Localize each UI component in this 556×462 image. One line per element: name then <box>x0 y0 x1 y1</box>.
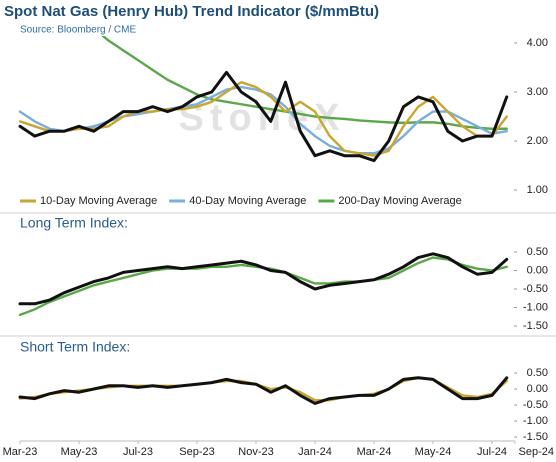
x-tick-label: Nov-23 <box>238 446 273 458</box>
y-tick-label: 3.00 <box>527 86 548 98</box>
series-line <box>18 376 509 405</box>
panel-title: Long Term Index: <box>20 215 128 231</box>
x-tick-label: Sep-23 <box>179 446 214 458</box>
plot-area <box>18 376 509 405</box>
panel-title: Spot Nat Gas (Henry Hub) Trend Indicator… <box>4 3 379 20</box>
y-tick-label: 0.00 <box>527 264 548 276</box>
plot-area <box>18 36 509 163</box>
x-tick-label: Mar-23 <box>3 446 38 458</box>
y-tick-label: -1.00 <box>523 301 548 313</box>
y-tick-label: 4.00 <box>527 37 548 49</box>
y-tick-label: 2.00 <box>527 135 548 147</box>
panel-title: Short Term Index: <box>20 339 130 355</box>
y-tick-label: 0.00 <box>527 383 548 395</box>
series-line <box>18 70 509 163</box>
series-line <box>101 36 508 130</box>
legend-label: 200-Day Moving Average <box>338 195 461 207</box>
y-tick-label: -0.50 <box>523 283 548 295</box>
y-tick-label: 1.00 <box>527 184 548 196</box>
x-tick-label: Mar-24 <box>357 446 392 458</box>
x-tick-label: May-24 <box>415 446 452 458</box>
y-tick-label: 0.50 <box>527 367 548 379</box>
y-tick-label: -1.00 <box>523 415 548 427</box>
y-tick-label: -1.50 <box>523 431 548 443</box>
series-line <box>18 252 509 306</box>
x-tick-label: Jul-24 <box>477 446 507 458</box>
plot-area <box>18 252 509 317</box>
y-tick-label: -1.50 <box>523 320 548 332</box>
x-tick-label: May-23 <box>61 446 98 458</box>
subtitle: Source: Bloomberg / CME <box>20 25 136 36</box>
y-tick-label: -0.50 <box>523 399 548 411</box>
x-tick-label: Jan-24 <box>298 446 332 458</box>
legend-label: 40-Day Moving Average <box>189 195 306 207</box>
x-tick-label: Sep-24 <box>519 446 554 458</box>
x-tick-label: Jul-23 <box>123 446 153 458</box>
legend-label: 10-Day Moving Average <box>40 195 157 207</box>
y-tick-label: 0.50 <box>527 246 548 258</box>
